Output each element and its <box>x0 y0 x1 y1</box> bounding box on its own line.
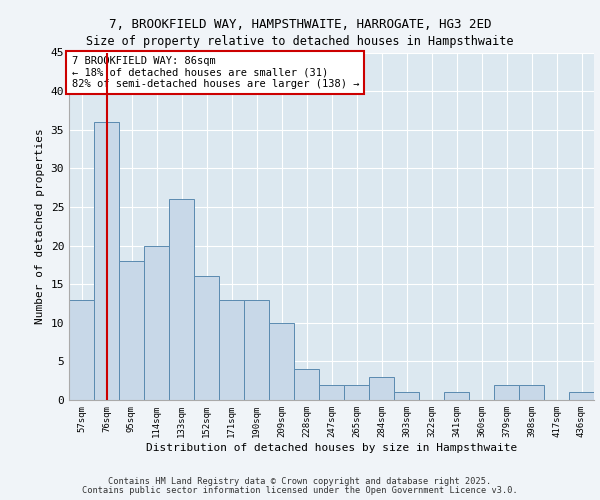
Y-axis label: Number of detached properties: Number of detached properties <box>35 128 45 324</box>
Bar <box>569 392 594 400</box>
Bar <box>369 377 394 400</box>
X-axis label: Distribution of detached houses by size in Hampsthwaite: Distribution of detached houses by size … <box>146 442 517 452</box>
Text: Contains HM Land Registry data © Crown copyright and database right 2025.: Contains HM Land Registry data © Crown c… <box>109 477 491 486</box>
Bar <box>169 199 194 400</box>
Bar <box>219 300 244 400</box>
Bar <box>319 384 344 400</box>
Bar <box>244 300 269 400</box>
Bar <box>194 276 219 400</box>
Bar <box>294 369 319 400</box>
Bar <box>344 384 369 400</box>
Bar <box>494 384 519 400</box>
Bar <box>119 261 144 400</box>
Bar <box>519 384 544 400</box>
Bar <box>394 392 419 400</box>
Bar <box>144 246 169 400</box>
Text: 7, BROOKFIELD WAY, HAMPSTHWAITE, HARROGATE, HG3 2ED: 7, BROOKFIELD WAY, HAMPSTHWAITE, HARROGA… <box>109 18 491 30</box>
Bar <box>269 323 294 400</box>
Bar <box>444 392 469 400</box>
Bar <box>69 300 94 400</box>
Bar <box>94 122 119 400</box>
Text: 7 BROOKFIELD WAY: 86sqm
← 18% of detached houses are smaller (31)
82% of semi-de: 7 BROOKFIELD WAY: 86sqm ← 18% of detache… <box>71 56 359 89</box>
Text: Contains public sector information licensed under the Open Government Licence v3: Contains public sector information licen… <box>82 486 518 495</box>
Text: Size of property relative to detached houses in Hampsthwaite: Size of property relative to detached ho… <box>86 35 514 48</box>
